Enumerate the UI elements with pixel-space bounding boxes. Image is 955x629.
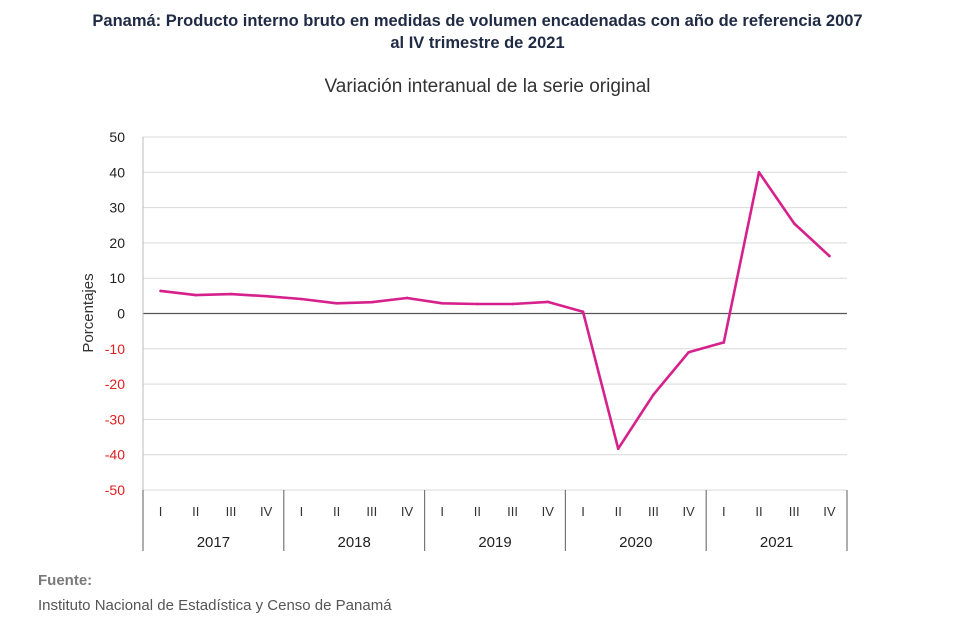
quarter-tick-label: II <box>615 504 622 519</box>
data-point <box>194 293 198 297</box>
data-point <box>440 301 444 305</box>
y-tick-label: 0 <box>117 306 125 322</box>
y-tick-label: -10 <box>105 341 125 357</box>
quarter-tick-label: III <box>366 504 377 519</box>
year-tick-label: 2018 <box>338 534 371 551</box>
quarter-tick-label: IV <box>401 504 414 519</box>
data-point <box>159 289 162 293</box>
data-point <box>652 393 655 396</box>
quarter-tick-label: III <box>648 504 659 519</box>
quarter-tick-label: IV <box>823 504 836 519</box>
data-point <box>546 300 550 304</box>
data-point <box>792 222 796 225</box>
quarter-tick-label: III <box>789 504 800 519</box>
y-tick-label: 20 <box>109 235 125 251</box>
quarter-tick-label: II <box>333 504 340 519</box>
data-point <box>476 302 479 306</box>
y-axis-label: Porcentajes <box>80 273 97 352</box>
data-point <box>722 341 726 344</box>
quarter-tick-label: III <box>507 504 518 519</box>
chart-subtitle: Variación interanual de la serie origina… <box>324 76 651 97</box>
quarter-tick-label: IV <box>682 504 695 519</box>
y-tick-label: -30 <box>105 411 125 427</box>
data-point <box>828 254 831 258</box>
data-point <box>511 302 514 306</box>
series-line <box>159 171 831 451</box>
quarter-tick-label: II <box>192 504 199 519</box>
year-tick-label: 2017 <box>197 534 230 551</box>
source-heading: Fuente: <box>38 572 93 589</box>
y-tick-label: 10 <box>109 270 125 286</box>
year-tick-label: 2020 <box>619 534 652 551</box>
year-tick-label: 2021 <box>760 534 793 551</box>
quarter-tick-label: I <box>440 504 444 519</box>
data-point <box>370 300 374 304</box>
data-point <box>405 296 409 300</box>
quarter-tick-label: I <box>722 504 726 519</box>
data-point <box>687 351 690 354</box>
y-tick-label: 40 <box>109 164 125 180</box>
quarter-tick-label: II <box>755 504 762 519</box>
quarter-tick-label: IV <box>260 504 273 519</box>
data-point <box>300 297 303 301</box>
data-point <box>757 171 761 174</box>
chart-title: Panamá: Producto interno bruto en medida… <box>0 10 955 54</box>
data-point <box>581 310 585 314</box>
data-point <box>229 292 233 296</box>
quarter-tick-label: I <box>581 504 585 519</box>
quarter-tick-label: III <box>226 504 237 519</box>
data-point <box>335 301 338 305</box>
source-text: Instituto Nacional de Estadística y Cens… <box>38 597 392 614</box>
data-point <box>616 447 620 450</box>
quarter-tick-label: I <box>300 504 304 519</box>
y-tick-label: -50 <box>105 482 125 498</box>
data-point <box>264 294 268 298</box>
chart-title-line2: al IV trimestre de 2021 <box>390 34 565 52</box>
y-tick-label: -40 <box>105 447 125 463</box>
y-tick-label: 30 <box>109 200 125 216</box>
y-tick-label: -20 <box>105 376 125 392</box>
quarter-tick-label: II <box>474 504 481 519</box>
quarter-tick-label: I <box>159 504 163 519</box>
year-tick-label: 2019 <box>478 534 511 551</box>
chart-title-line1: Panamá: Producto interno bruto en medida… <box>92 12 863 30</box>
quarter-tick-label: IV <box>542 504 555 519</box>
y-tick-label: 50 <box>109 129 125 145</box>
